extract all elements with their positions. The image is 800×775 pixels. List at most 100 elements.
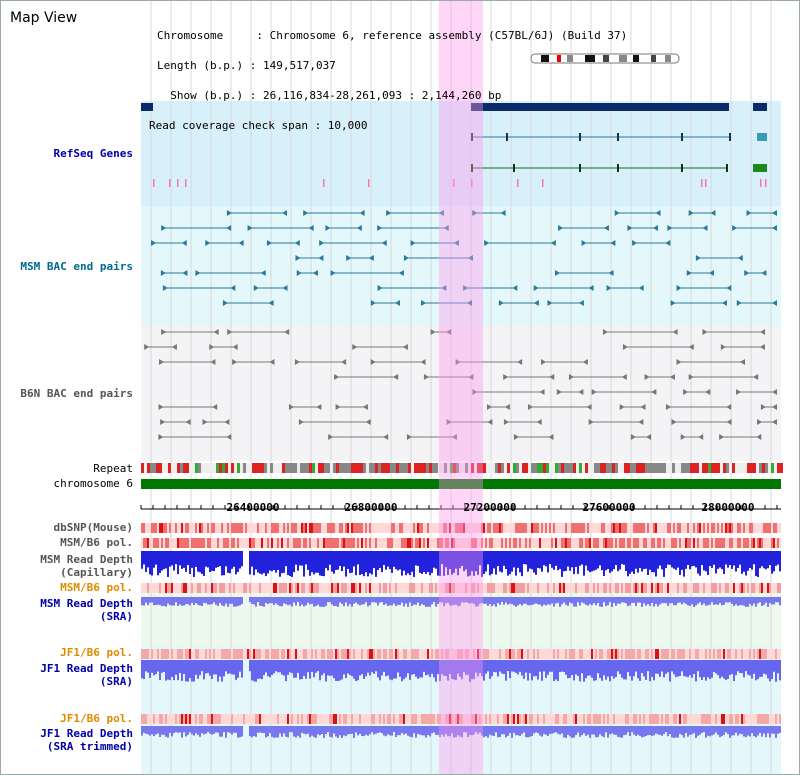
polymorphism-bar — [305, 523, 307, 533]
depth-capillary-bar — [633, 551, 635, 574]
repeat-segment — [477, 463, 480, 473]
depth-msm-sra-bar — [565, 597, 567, 605]
polymorphism-bar — [707, 714, 709, 724]
b6n-bac-end — [288, 404, 294, 410]
depth-jf1-trimmed-bar — [237, 726, 239, 738]
polymorphism-bar — [723, 714, 725, 724]
polymorphism-bar — [277, 583, 279, 593]
track-label-b6n-bac[interactable]: B6N BAC end pairs — [20, 387, 133, 400]
polymorphism-bar — [559, 523, 561, 533]
depth-jf1-trimmed-bar — [577, 726, 579, 733]
snp-tick — [453, 179, 455, 187]
polymorphism-bar — [303, 649, 305, 659]
depth-jf1-trimmed-bar — [337, 726, 339, 738]
polymorphism-bar — [651, 649, 653, 659]
polymorphism-bar — [749, 714, 751, 724]
track-label-refseq[interactable]: RefSeq Genes — [53, 147, 133, 160]
polymorphism-bar — [681, 649, 683, 659]
depth-jf1-trimmed-bar — [653, 726, 655, 736]
depth-jf1-trimmed-bar — [615, 726, 617, 735]
polymorphism-bar — [405, 583, 407, 593]
polymorphism-bar — [671, 523, 673, 533]
polymorphism-bar — [173, 538, 175, 548]
b6n-bac-end — [159, 359, 165, 365]
depth-jf1-trimmed-bar — [509, 726, 511, 734]
polymorphism-bar — [429, 714, 431, 724]
msm-bac-end — [377, 225, 383, 231]
repeat-segment — [582, 463, 585, 473]
depth-jf1-sra-bar — [473, 660, 475, 680]
polymorphism-bar — [485, 538, 487, 548]
depth-msm-sra-bar — [529, 597, 531, 606]
depth-capillary-bar — [149, 551, 151, 575]
depth-jf1-trimmed-bar — [623, 726, 625, 736]
msm-bac-end — [676, 285, 682, 291]
depth-jf1-sra-bar — [197, 660, 199, 679]
msm-bac-end — [296, 270, 302, 276]
repeat-segment — [654, 463, 657, 473]
depth-jf1-sra-bar — [477, 660, 479, 677]
polymorphism-bar — [605, 714, 607, 724]
polymorphism-bar — [731, 649, 733, 659]
depth-jf1-trimmed-bar — [779, 726, 781, 733]
polymorphism-bar — [461, 649, 463, 659]
polymorphism-bar — [437, 583, 439, 593]
polymorphism-bar — [337, 523, 339, 533]
depth-jf1-trimmed-bar — [193, 726, 195, 736]
polymorphism-bar — [747, 649, 749, 659]
polymorphism-bar — [777, 649, 779, 659]
depth-jf1-sra-bar — [561, 660, 563, 672]
depth-msm-sra-bar — [503, 597, 505, 605]
repeat-segment — [444, 463, 447, 473]
polymorphism-bar — [765, 649, 767, 659]
polymorphism-bar — [609, 583, 611, 593]
polymorphism-bar — [679, 538, 681, 548]
depth-msm-sra-bar — [775, 597, 777, 603]
polymorphism-bar — [575, 714, 577, 724]
depth-capillary-bar — [507, 551, 509, 576]
polymorphism-bar — [453, 583, 455, 593]
depth-capillary-bar — [593, 551, 595, 571]
polymorphism-bar — [273, 523, 275, 533]
polymorphism-bar — [537, 523, 539, 533]
polymorphism-bar — [195, 714, 197, 724]
repeat-segment — [216, 463, 219, 473]
depth-jf1-trimmed-bar — [263, 726, 265, 734]
depth-msm-sra-bar — [683, 597, 685, 603]
polymorphism-bar — [709, 538, 711, 548]
polymorphism-bar — [719, 714, 721, 724]
depth-capillary-bar — [485, 551, 487, 572]
depth-jf1-trimmed-bar — [423, 726, 425, 736]
polymorphism-bar — [197, 583, 199, 593]
b6n-bac-end — [586, 404, 592, 410]
polymorphism-bar — [517, 583, 519, 593]
polymorphism-bar — [321, 649, 323, 659]
depth-capillary-bar — [455, 551, 457, 569]
depth-capillary-bar — [193, 551, 195, 577]
depth-msm-sra-bar — [725, 597, 727, 603]
depth-jf1-sra-bar — [581, 660, 583, 674]
polymorphism-bar — [201, 649, 203, 659]
depth-capillary-bar — [739, 551, 741, 565]
depth-capillary-bar — [493, 551, 495, 569]
polymorphism-bar — [727, 583, 729, 593]
polymorphism-bar — [617, 714, 619, 724]
depth-jf1-sra-bar — [735, 660, 737, 676]
depth-capillary-bar — [449, 551, 451, 570]
depth-jf1-sra-bar — [591, 660, 593, 678]
b6n-bac-end — [676, 359, 682, 365]
track-label-msm-bac[interactable]: MSM BAC end pairs — [20, 260, 133, 273]
depth-jf1-trimmed-bar — [341, 726, 343, 738]
polymorphism-bar — [475, 583, 477, 593]
depth-msm-sra-bar — [737, 597, 739, 607]
chromosome-ideogram[interactable] — [530, 53, 680, 64]
polymorphism-bar — [231, 538, 233, 548]
polymorphism-bar — [397, 714, 399, 724]
msm-bac-end — [226, 225, 232, 231]
polymorphism-bar — [493, 538, 495, 548]
depth-jf1-trimmed-bar — [475, 726, 477, 733]
depth-msm-sra-bar — [271, 597, 273, 604]
polymorphism-bar — [725, 714, 727, 724]
depth-msm-sra-bar — [463, 597, 465, 603]
